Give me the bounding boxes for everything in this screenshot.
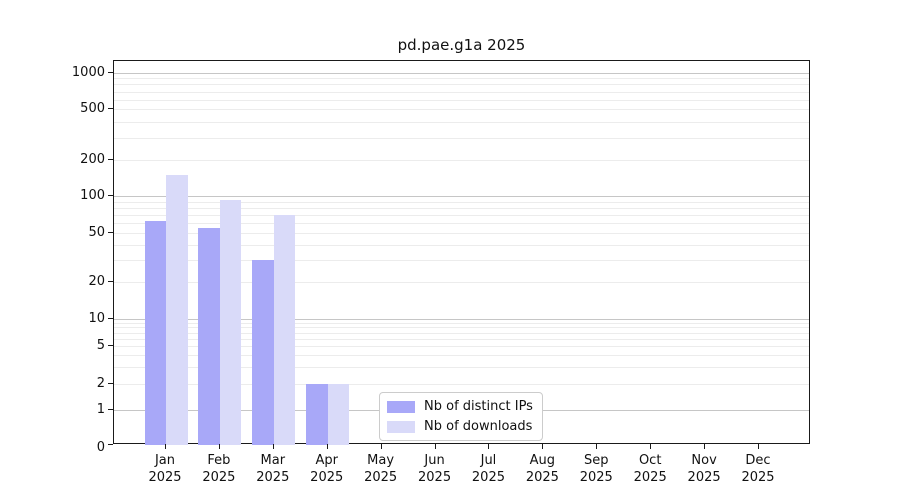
x-tick-mark-apr [326,444,328,449]
gridline-60 [114,223,809,225]
x-tick-label-jun: Jun 2025 [418,453,452,485]
x-tick-mark-jun [434,444,436,449]
legend-swatch-downloads [387,420,415,433]
y-tick-label-0: 0 [96,440,105,455]
x-tick-mark-sep [596,444,598,449]
y-tick-label-2: 2 [96,375,105,391]
y-tick-label-100: 100 [80,188,105,203]
gridline-10 [114,318,809,320]
bar-downloads-feb [219,200,242,445]
bar-distinct-ips-feb [198,228,220,445]
y-tick-mark-2 [108,382,113,384]
x-tick-mark-mar [272,444,274,449]
gridline-1000 [114,72,809,74]
x-tick-label-oct: Oct 2025 [633,453,667,485]
y-tick-mark-20 [108,281,113,282]
y-tick-mark-10 [108,317,113,319]
bar-downloads-jan [166,175,188,445]
bar-downloads-apr [327,383,350,445]
y-tick-mark-0 [108,444,113,445]
gridline-8 [114,327,809,329]
y-tick-mark-1 [108,408,113,410]
y-tick-label-20: 20 [88,274,105,289]
gridline-90 [114,201,809,203]
x-tick-label-apr: Apr 2025 [310,453,344,485]
x-tick-label-sep: Sep 2025 [579,453,613,485]
y-tick-mark-500 [108,108,113,110]
y-tick-label-10: 10 [88,310,105,326]
y-tick-label-1000: 1000 [71,64,105,80]
gridline-300 [114,137,809,139]
gridline-600 [114,99,809,101]
y-tick-mark-5 [108,345,113,346]
x-tick-mark-nov [704,444,706,449]
gridline-40 [114,245,809,247]
x-tick-label-jul: Jul 2025 [471,453,505,485]
x-tick-mark-jul [488,444,490,449]
gridline-20 [114,282,809,283]
y-tick-label-500: 500 [80,101,105,117]
gridline-3 [114,367,809,369]
gridline-6 [114,338,809,340]
y-tick-label-50: 50 [88,225,105,241]
gridline-700 [114,91,809,93]
bar-distinct-ips-mar [252,260,274,445]
bar-downloads-mar [273,215,296,445]
gridline-2 [114,383,809,385]
x-tick-label-dec: Dec 2025 [741,453,775,485]
x-tick-mark-aug [542,444,544,449]
gridline-400 [114,121,809,123]
plot-area: Nb of distinct IPs Nb of downloads [113,60,810,445]
x-tick-label-mar: Mar 2025 [256,453,290,485]
x-tick-mark-feb [218,444,220,449]
gridline-200 [114,160,809,162]
gridline-80 [114,208,809,209]
x-tick-label-jan: Jan 2025 [148,453,182,485]
y-tick-mark-200 [108,159,113,161]
x-tick-mark-oct [650,444,652,449]
gridline-500 [114,109,809,111]
gridline-7 [114,332,809,334]
gridline-70 [114,215,809,217]
legend: Nb of distinct IPs Nb of downloads [379,392,543,441]
y-tick-mark-50 [108,232,113,234]
x-tick-label-feb: Feb 2025 [202,453,236,485]
x-tick-mark-may [380,444,382,449]
gridline-900 [114,78,809,80]
chart-title: pd.pae.g1a 2025 [397,36,526,54]
gridline-800 [114,84,809,86]
x-tick-label-may: May 2025 [364,453,398,485]
x-tick-label-nov: Nov 2025 [687,453,721,485]
x-tick-mark-jan [165,444,166,449]
y-tick-label-200: 200 [80,152,105,168]
gridline-4 [114,355,809,357]
x-tick-label-aug: Aug 2025 [525,453,559,485]
bar-distinct-ips-apr [306,383,328,445]
legend-label-distinct-ips: Nb of distinct IPs [424,399,533,414]
legend-item-distinct-ips: Nb of distinct IPs [387,399,533,414]
legend-item-downloads: Nb of downloads [387,419,533,434]
gridline-50 [114,233,809,235]
x-tick-mark-dec [758,444,759,449]
y-tick-label-5: 5 [96,338,105,353]
bar-distinct-ips-jan [144,220,166,445]
legend-swatch-distinct-ips [387,400,415,413]
gridline-100 [114,196,809,197]
gridline-30 [114,260,809,262]
legend-label-downloads: Nb of downloads [424,419,533,434]
y-tick-label-1: 1 [96,401,105,417]
gridline-5 [114,346,809,347]
y-tick-mark-100 [108,195,113,196]
gridline-9 [114,322,809,324]
y-tick-mark-1000 [108,71,113,73]
